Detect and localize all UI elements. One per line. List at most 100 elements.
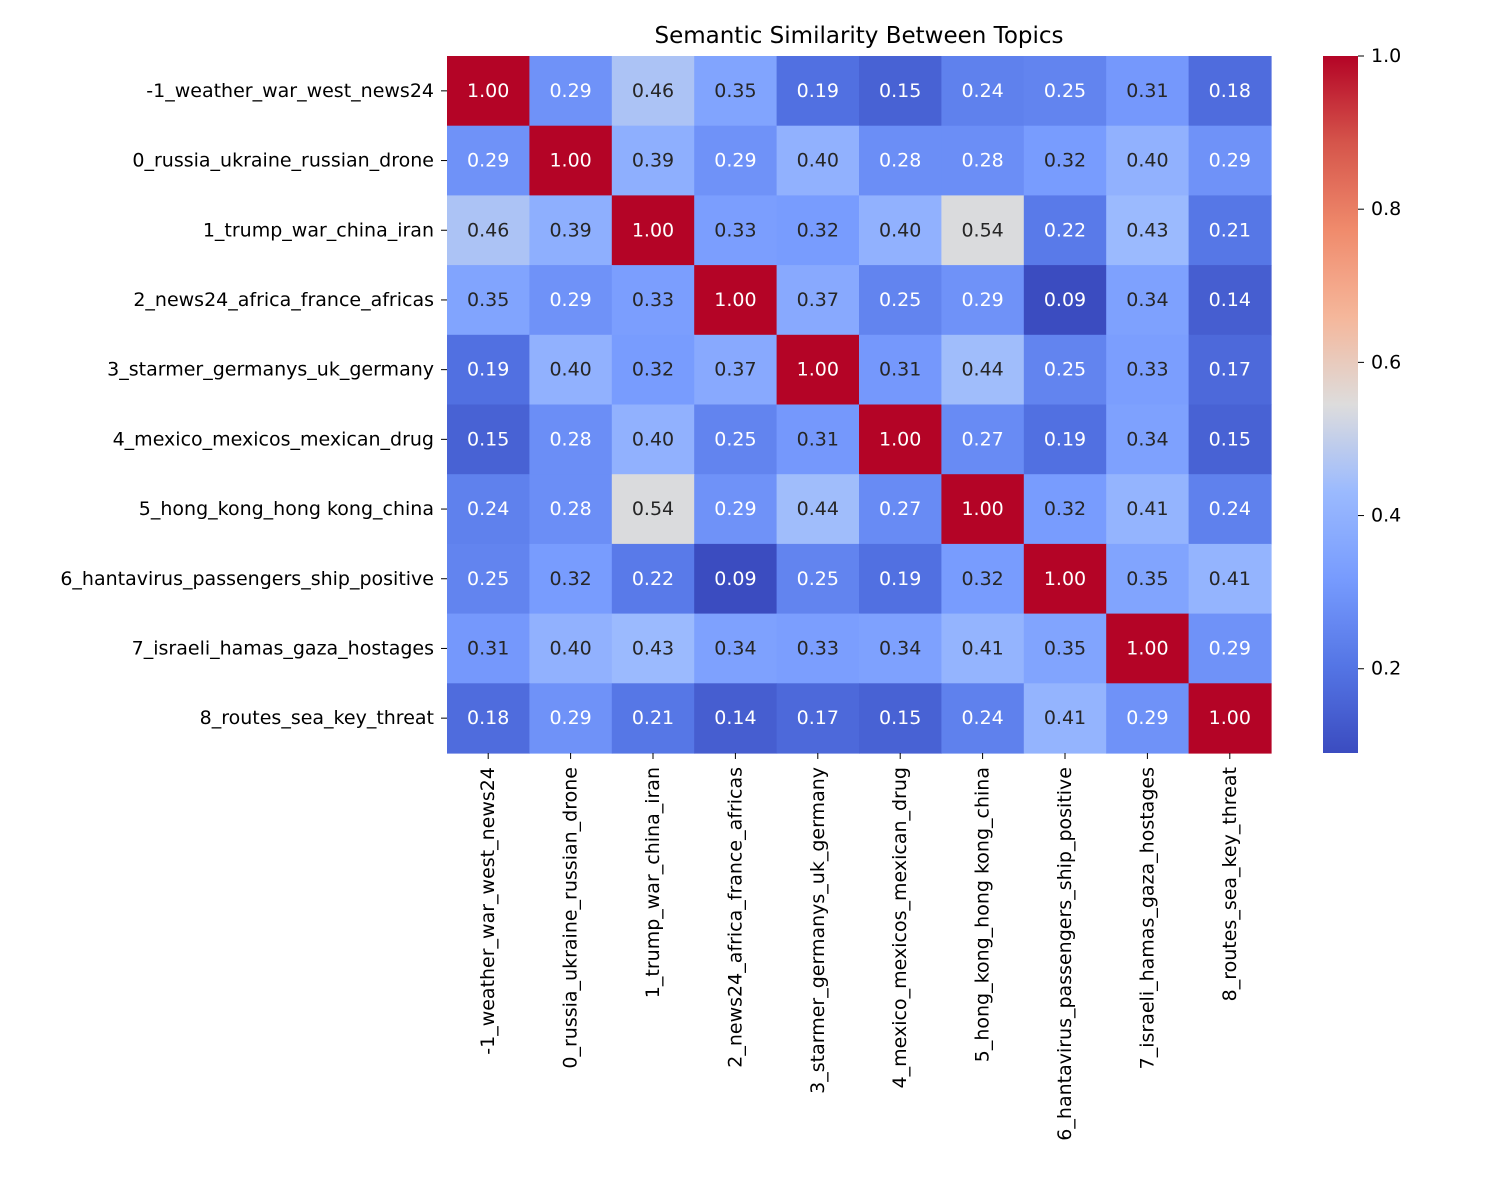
heatmap-cell-r4-c8 — [1106, 334, 1190, 406]
x-tick-label: -1_weather_war_west_news24 — [477, 767, 499, 1055]
heatmap-cell-r1-c9 — [1188, 125, 1272, 196]
heatmap-cell-r5-c7 — [1023, 404, 1107, 475]
heatmap-cell-r1-c3 — [694, 125, 778, 196]
cell-value-label: 0.29 — [961, 289, 1003, 311]
cell-value-label: 0.17 — [1209, 359, 1251, 381]
cell-value-label: 0.15 — [879, 707, 921, 729]
heatmap-cell-r0-c7 — [1023, 56, 1107, 127]
y-tick-label: 8_routes_sea_key_threat — [200, 707, 434, 729]
cell-value-label: 0.43 — [632, 637, 674, 659]
heatmap-cell-r4-c0 — [447, 334, 530, 406]
heatmap-cell-r6-c1 — [529, 474, 613, 545]
heatmap-cell-r3-c0 — [447, 265, 530, 336]
heatmap-cell-r9-c1 — [529, 683, 613, 754]
cell-value-label: 0.25 — [467, 568, 509, 590]
heatmap-cell-r4-c9 — [1188, 334, 1272, 406]
cell-value-label: 0.40 — [1126, 150, 1168, 172]
cell-value-label: 0.24 — [1209, 498, 1251, 520]
cell-value-label: 0.33 — [1126, 359, 1168, 381]
heatmap-cell-r9-c2 — [611, 683, 695, 754]
heatmap-cell-r5-c4 — [776, 404, 860, 475]
heatmap-cell-r2-c9 — [1188, 195, 1272, 266]
heatmap-cell-r4-c6 — [941, 334, 1025, 406]
cell-value-label: 0.34 — [879, 637, 921, 659]
cell-value-label: 0.14 — [714, 707, 756, 729]
y-tick-label: 3_starmer_germanys_uk_germany — [107, 359, 434, 381]
cell-value-label: 0.29 — [714, 150, 756, 172]
cell-value-label: 0.33 — [797, 637, 839, 659]
cell-value-label: 0.28 — [549, 428, 591, 450]
cell-value-label: 0.34 — [714, 637, 756, 659]
cell-value-label: 0.21 — [1209, 219, 1251, 241]
cell-value-label: 0.18 — [467, 707, 509, 729]
x-tick-label: 8_routes_sea_key_threat — [1219, 767, 1241, 1001]
cell-value-label: 0.28 — [879, 150, 921, 172]
heatmap-cell-r2-c5 — [859, 195, 942, 266]
heatmap-cell-r8-c3 — [694, 613, 778, 684]
heatmap-cell-r4-c1 — [529, 334, 613, 406]
heatmap-cell-r8-c9 — [1188, 613, 1272, 684]
cell-value-label: 0.28 — [549, 498, 591, 520]
cell-value-label: 0.29 — [1126, 707, 1168, 729]
cell-value-label: 0.39 — [632, 150, 674, 172]
cell-value-label: 0.37 — [714, 359, 756, 381]
heatmap-cell-r3-c5 — [859, 265, 942, 336]
heatmap-cell-r5-c0 — [447, 404, 530, 475]
cell-value-label: 0.27 — [879, 498, 921, 520]
heatmap-cell-r9-c3 — [694, 683, 778, 754]
heatmap-cell-r0-c4 — [776, 56, 860, 127]
cell-value-label: 0.54 — [632, 498, 674, 520]
cell-value-label: 0.31 — [879, 359, 921, 381]
heatmap-cell-r6-c8 — [1106, 474, 1190, 545]
heatmap-cell-r0-c9 — [1188, 56, 1272, 127]
heatmap-cell-r7-c2 — [611, 543, 695, 615]
heatmap-cell-r0-c8 — [1106, 56, 1190, 127]
cell-value-label: 0.25 — [1044, 80, 1086, 102]
heatmap-cell-r0-c1 — [529, 56, 613, 127]
heatmap-cell-r1-c6 — [941, 125, 1025, 196]
heatmap-cell-r8-c0 — [447, 613, 530, 684]
cell-value-label: 0.19 — [1044, 428, 1086, 450]
heatmap-cell-r4-c3 — [694, 334, 778, 406]
cell-value-label: 0.15 — [467, 428, 509, 450]
cell-value-label: 0.33 — [632, 289, 674, 311]
heatmap-cell-r8-c2 — [611, 613, 695, 684]
cell-value-label: 0.32 — [632, 359, 674, 381]
cell-value-label: 0.44 — [797, 498, 839, 520]
heatmap-cell-r7-c3 — [694, 543, 778, 615]
cell-value-label: 1.00 — [879, 428, 921, 450]
y-tick-label: 2_news24_africa_france_africas — [133, 289, 434, 311]
cell-value-label: 0.35 — [1126, 568, 1168, 590]
cell-value-label: 0.44 — [961, 359, 1003, 381]
heatmap-cell-r1-c5 — [859, 125, 942, 196]
heatmap-cell-r7-c7 — [1023, 543, 1107, 615]
heatmap-cell-r6-c5 — [859, 474, 942, 545]
x-tick-label: 0_russia_ukraine_russian_drone — [560, 767, 582, 1069]
cell-value-label: 0.40 — [549, 359, 591, 381]
heatmap-cell-r7-c4 — [776, 543, 860, 615]
cell-value-label: 0.15 — [1209, 428, 1251, 450]
y-tick-label: 7_israeli_hamas_gaza_hostages — [132, 637, 434, 659]
heatmap-cell-r2-c4 — [776, 195, 860, 266]
x-tick-label: 3_starmer_germanys_uk_germany — [807, 767, 829, 1094]
cell-value-label: 0.19 — [879, 568, 921, 590]
cell-value-label: 0.29 — [549, 289, 591, 311]
cell-value-label: 0.35 — [467, 289, 509, 311]
cell-value-label: 0.25 — [714, 428, 756, 450]
cell-value-label: 1.00 — [714, 289, 756, 311]
heatmap-cell-r9-c8 — [1106, 683, 1190, 754]
cell-value-label: 0.46 — [632, 80, 674, 102]
cell-value-label: 0.31 — [797, 428, 839, 450]
cell-value-label: 0.34 — [1126, 289, 1168, 311]
heatmap-cell-r3-c6 — [941, 265, 1025, 336]
heatmap-cell-r7-c6 — [941, 543, 1025, 615]
cell-value-label: 0.35 — [1044, 637, 1086, 659]
cell-value-label: 0.25 — [879, 289, 921, 311]
cell-value-label: 1.00 — [1209, 707, 1251, 729]
heatmap-cell-r9-c5 — [859, 683, 942, 754]
heatmap-cell-r1-c7 — [1023, 125, 1107, 196]
heatmap-cell-r3-c4 — [776, 265, 860, 336]
cell-value-label: 0.37 — [797, 289, 839, 311]
cell-value-label: 0.24 — [467, 498, 509, 520]
